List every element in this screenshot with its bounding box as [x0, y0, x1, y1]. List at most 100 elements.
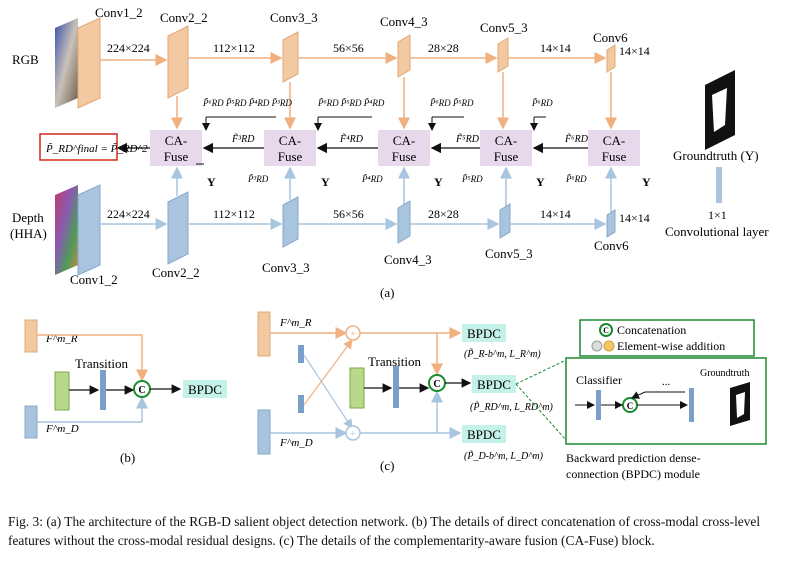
ca-fuse-block-3: CA- Fuse — [264, 130, 316, 166]
b-transition-label: Transition — [75, 356, 128, 371]
figure-canvas: Conv1_2 Conv2_2 Conv3_3 Conv4_3 Conv5_3 … — [10, 5, 769, 481]
size-depth-1: 224×224 — [107, 207, 150, 221]
groundtruth-legend-label: Groundtruth (Y) — [673, 148, 759, 163]
svg-text:BPDC: BPDC — [467, 427, 501, 442]
svg-text:C: C — [627, 401, 634, 411]
rgb-input-image — [55, 18, 78, 108]
c-depth-feature — [257, 409, 271, 455]
add-icon-gray — [591, 340, 603, 352]
svg-text:Fuse: Fuse — [164, 149, 189, 164]
depth-conv1-block — [77, 184, 101, 276]
size-rgb-5: 14×14 — [540, 41, 571, 55]
rgb-conv3-block — [282, 31, 299, 83]
bpdc-groundtruth-label: Groundtruth — [700, 368, 749, 379]
size-rgb-3: 56×56 — [333, 41, 364, 55]
b-bpdc-label: BPDC — [188, 382, 222, 397]
ca-fuse-block-2: CA- Fuse — [150, 130, 202, 166]
size-depth-3: 56×56 — [333, 207, 364, 221]
svg-text:Fuse: Fuse — [278, 149, 303, 164]
svg-text:Fuse: Fuse — [392, 149, 417, 164]
label-conv2_2-top: Conv2_2 — [160, 10, 208, 25]
c-transition-conv — [393, 366, 399, 408]
rgb-conv1-block — [77, 17, 101, 109]
add-icon-orange — [603, 340, 615, 352]
conv-legend-size: 1×1 — [708, 208, 727, 222]
svg-text:Fuse: Fuse — [602, 149, 627, 164]
size-depth-4: 28×28 — [428, 207, 459, 221]
gt-y-6: Y — [642, 175, 651, 189]
ca-fuse-block-4: CA- Fuse — [378, 130, 430, 166]
rgb-label: RGB — [12, 52, 39, 67]
svg-text:C: C — [138, 385, 145, 396]
label-conv1_2-bottom: Conv1_2 — [70, 272, 118, 287]
final-output-box — [39, 133, 118, 161]
c-bpdc-rgb — [462, 324, 506, 342]
b-transition-conv — [100, 370, 106, 410]
label-conv2_2-bottom: Conv2_2 — [152, 265, 200, 280]
pred-inputs-4: P̃⁶RD P̃⁵RD — [429, 98, 474, 108]
feat-label-3: F̃³RD — [231, 132, 255, 145]
bpdc-classifier-conv — [596, 390, 601, 420]
svg-text:BPDC: BPDC — [477, 377, 511, 392]
label-conv3_3-bottom: Conv3_3 — [262, 260, 310, 275]
size-depth-2: 112×112 — [213, 207, 255, 221]
b-fd-label: F^m_D — [45, 423, 79, 435]
size-rgb-6: 14×14 — [619, 44, 650, 58]
pred-inputs-5: P̃⁶RD — [531, 98, 553, 108]
bpdc-output-conv — [689, 388, 694, 422]
legend-add-label: Element-wise addition — [617, 339, 725, 353]
svg-text:C: C — [603, 326, 609, 335]
depth-label: Depth — [12, 210, 44, 225]
svg-text:BPDC: BPDC — [467, 326, 501, 341]
c-residual-r2 — [298, 345, 304, 363]
gt-y-4: Y — [434, 175, 443, 189]
label-conv3_3-top: Conv3_3 — [270, 10, 318, 25]
bpdc-caption-1: Backward prediction dense- — [566, 451, 701, 465]
pred-out-4: P̃⁴RD — [361, 174, 383, 184]
bpdc-caption-2: connection (BPDC) module — [566, 467, 700, 481]
svg-text:CA-: CA- — [279, 133, 301, 148]
rgb-conv6-block — [606, 44, 616, 73]
size-depth-5: 14×14 — [540, 207, 571, 221]
bpdc-classifier-label: Classifier — [576, 373, 622, 387]
svg-text:Fuse: Fuse — [494, 149, 519, 164]
b-depth-feature — [24, 405, 38, 439]
pred-out-3: P̃³RD — [247, 174, 269, 184]
depth-conv2-block — [167, 191, 189, 265]
rgb-conv4-block — [397, 34, 411, 78]
size-rgb-4: 28×28 — [428, 41, 459, 55]
hha-label: (HHA) — [10, 226, 47, 241]
depth-conv6-block — [606, 209, 616, 238]
panel-a-label: (a) — [380, 285, 394, 300]
ca-fuse-block-5: CA- Fuse — [480, 130, 532, 166]
b-bpdc-box — [183, 380, 227, 398]
final-output-label: P̃_RD^final = P̃_RD^2 — [45, 142, 148, 155]
c-bpdc-fused — [472, 375, 516, 393]
c-out-depth: (P̃_D-b^m, L_D^m) — [464, 449, 544, 462]
gt-y-2: Y — [207, 175, 216, 189]
c-fd-label: F^m_D — [279, 437, 313, 449]
figure-caption: Fig. 3: (a) The architecture of the RGB-… — [8, 514, 761, 548]
panel-c-label: (c) — [380, 458, 394, 473]
conv-legend-label: Convolutional layer — [665, 224, 769, 239]
label-conv5_3-top: Conv5_3 — [480, 20, 528, 35]
gt-y-3: Y — [321, 175, 330, 189]
c-transition-label: Transition — [368, 354, 421, 369]
c-bpdc-depth — [462, 425, 506, 443]
svg-text:CA-: CA- — [393, 133, 415, 148]
b-fr-label: F^m_R — [45, 333, 78, 345]
bpdc-ellipsis: ... — [662, 376, 671, 388]
svg-text:C: C — [433, 379, 440, 390]
size-depth-6: 14×14 — [619, 211, 650, 225]
label-conv4_3-bottom: Conv4_3 — [384, 252, 432, 267]
legend-concat-label: Concatenation — [617, 323, 686, 337]
figure: Conv1_2 Conv2_2 Conv3_3 Conv4_3 Conv5_3 … — [10, 5, 769, 481]
size-rgb-2: 112×112 — [213, 41, 255, 55]
svg-text:CA-: CA- — [495, 133, 517, 148]
rgb-conv5-block — [497, 37, 509, 73]
panel-b-label: (b) — [120, 450, 135, 465]
conv-legend-block — [716, 167, 722, 203]
label-conv6-top: Conv6 — [593, 30, 628, 45]
gt-y-5: Y — [536, 175, 545, 189]
label-conv5_3-bottom: Conv5_3 — [485, 246, 533, 261]
